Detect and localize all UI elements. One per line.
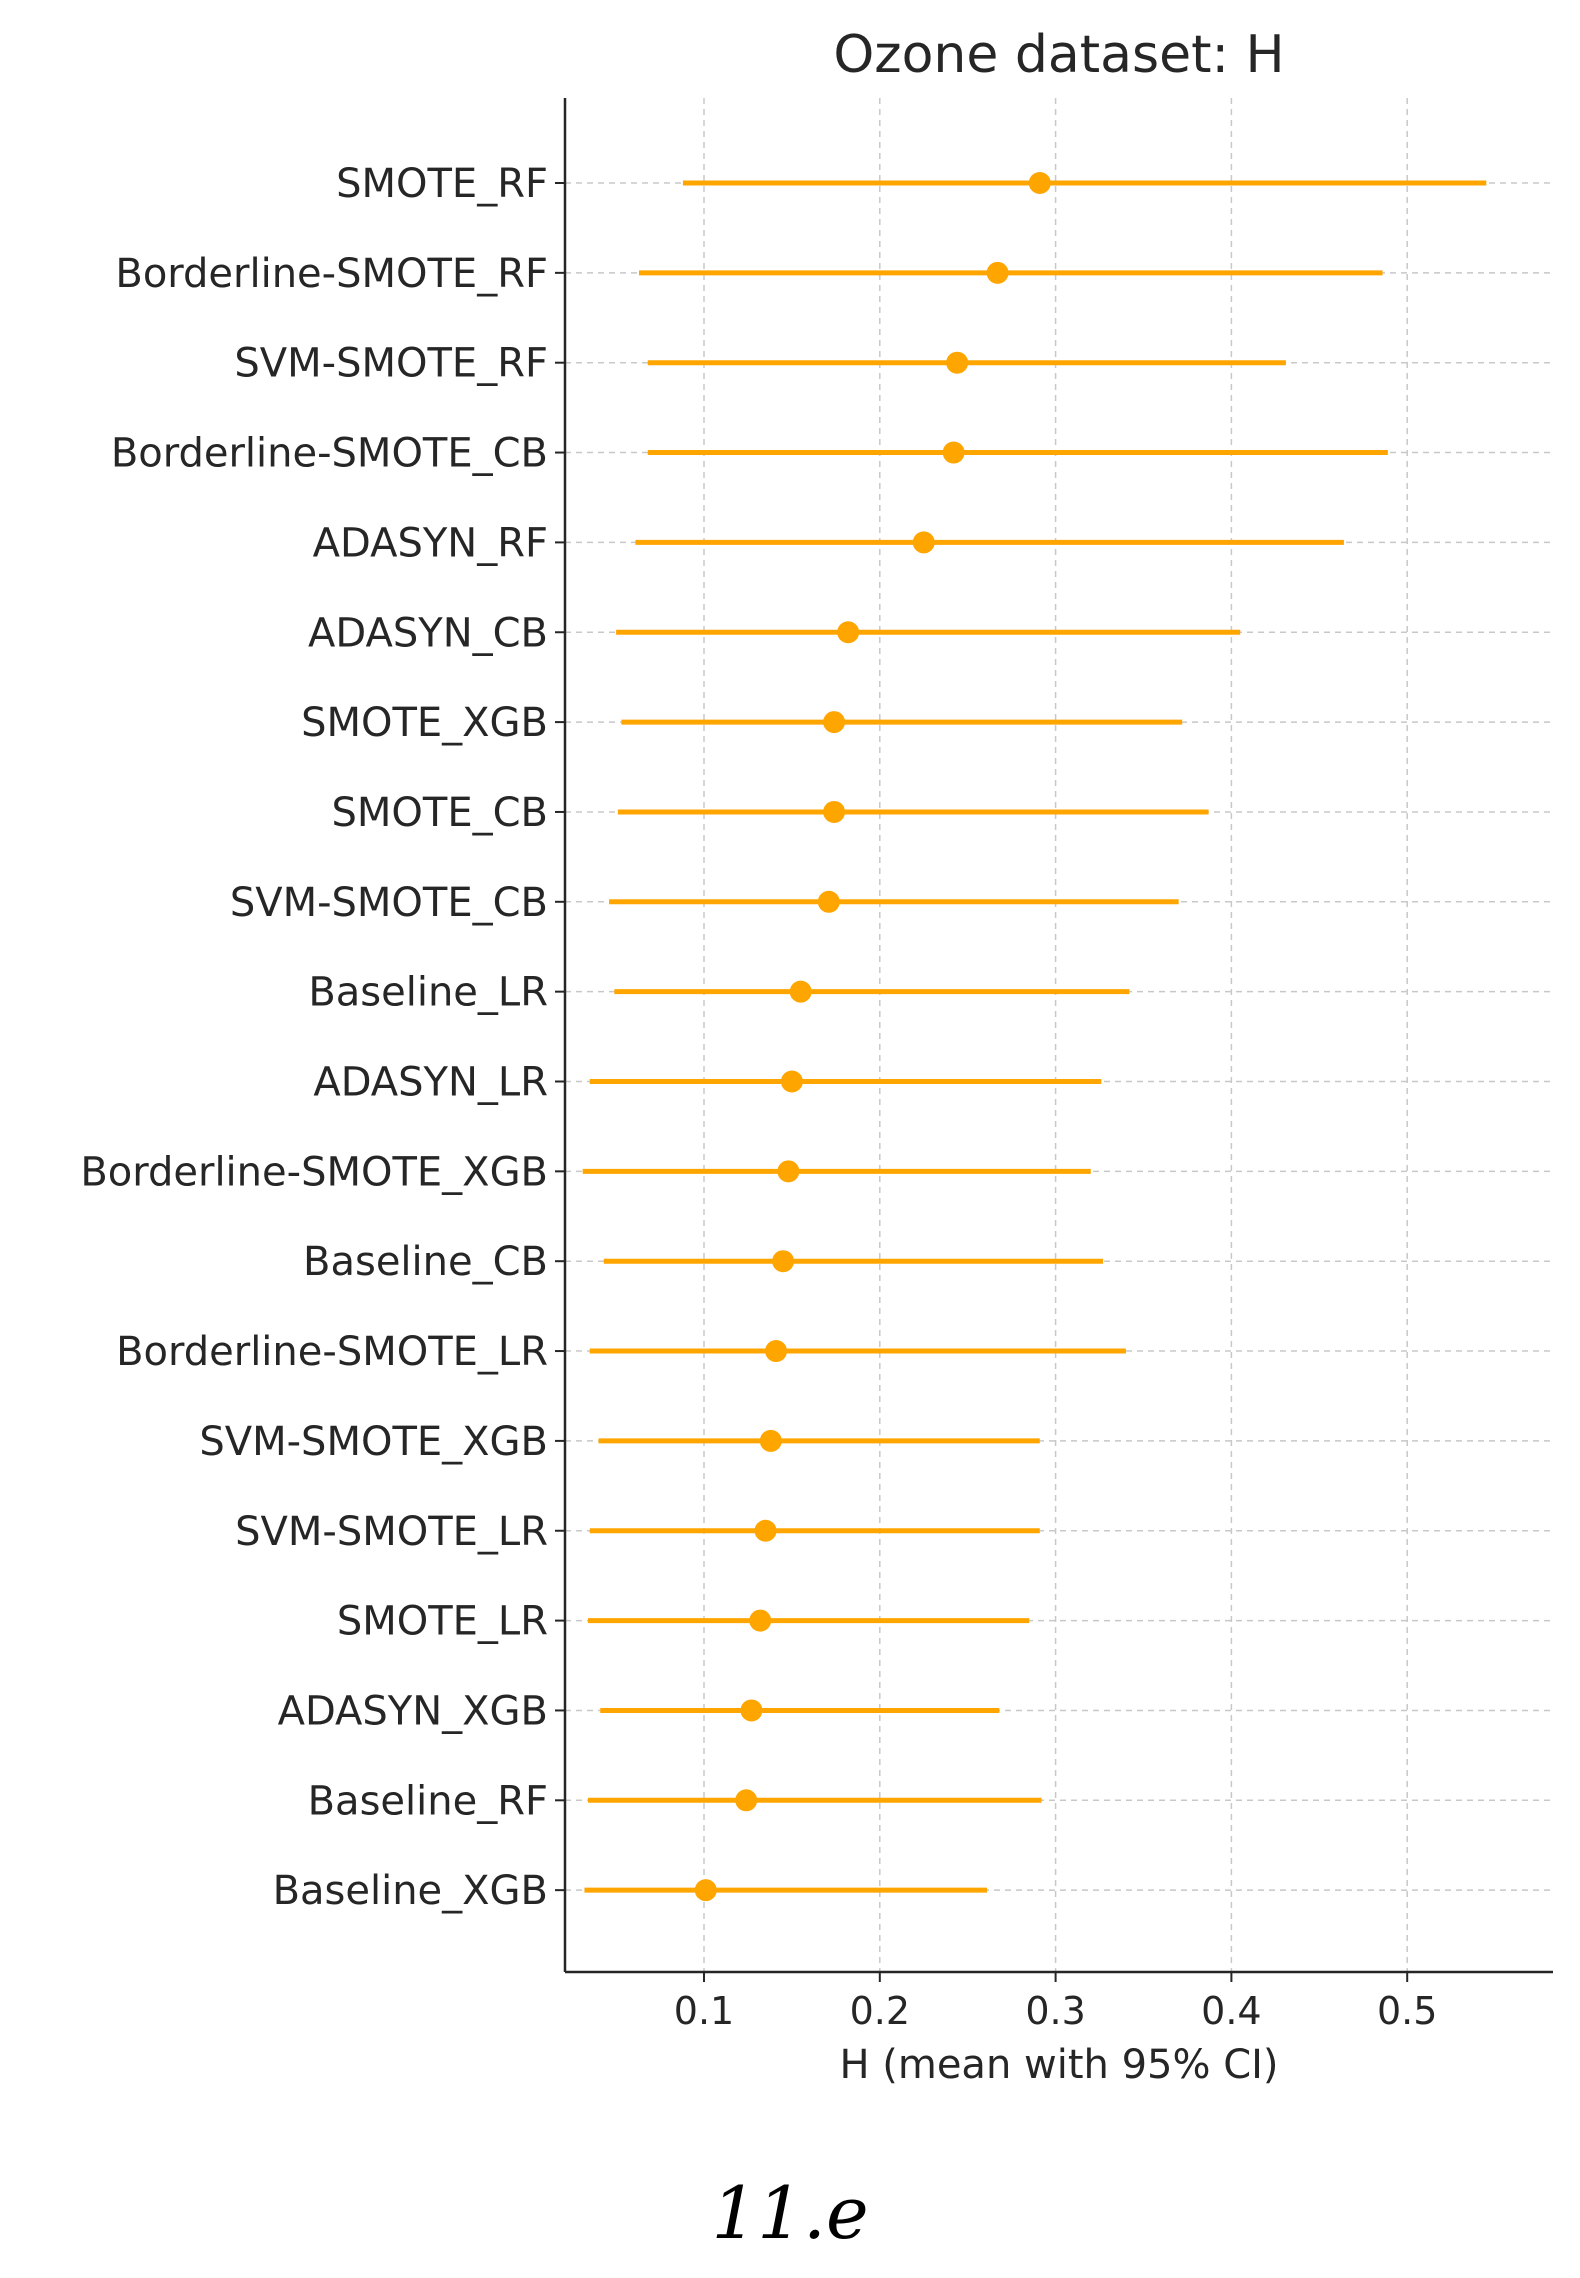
y-tick-label: SVM-SMOTE_LR [235,1509,548,1555]
data-marks [582,172,1487,1902]
chart-title: Ozone dataset: H [833,25,1284,85]
y-tick-label: Baseline_RF [308,1778,548,1824]
y-tick-label: Baseline_CB [303,1239,548,1285]
y-tick-label: ADASYN_CB [308,610,548,656]
y-tick-label: SVM-SMOTE_RF [234,341,548,387]
mean-point [823,711,846,734]
x-tick-label: 0.4 [1201,1989,1261,2033]
figure-caption: 11.e [711,2171,868,2255]
mean-point [740,1699,763,1722]
y-tick-label: SMOTE_LR [337,1599,548,1645]
axes [563,98,1553,1974]
x-axis-ticks: 0.1 0.2 0.3 0.4 0.5 [674,1972,1437,2033]
mean-point [817,890,840,913]
mean-point [759,1429,782,1452]
y-tick-label: SVM-SMOTE_XGB [199,1419,548,1465]
mean-point [837,621,860,644]
mean-point [780,1070,803,1093]
x-tick-label: 0.3 [1025,1989,1085,2033]
y-tick-label: Borderline-SMOTE_RF [115,251,548,297]
grid [565,98,1553,1972]
y-tick-label: SMOTE_CB [332,790,548,836]
y-tick-label: SMOTE_XGB [301,700,548,746]
y-axis-ticks: SMOTE_RF Borderline-SMOTE_RF SVM-SMOTE_RF B… [80,161,565,1914]
mean-point [772,1250,795,1273]
x-tick-label: 0.2 [850,1989,910,2033]
y-tick-label: Borderline-SMOTE_LR [116,1329,548,1375]
mean-point [735,1789,758,1812]
y-tick-label: Baseline_LR [308,970,548,1016]
mean-point [694,1879,717,1902]
y-tick-label: Borderline-SMOTE_CB [111,431,548,477]
mean-point [946,351,969,374]
y-tick-label: ADASYN_XGB [278,1688,548,1734]
mean-point [912,531,935,554]
mean-point [754,1519,777,1542]
y-tick-label: Baseline_XGB [273,1868,548,1914]
y-tick-label: SVM-SMOTE_CB [230,880,548,926]
x-tick-label: 0.1 [674,1989,734,2033]
mean-point [942,441,965,464]
mean-point [765,1340,788,1363]
mean-point [823,800,846,823]
mean-point [986,261,1009,284]
mean-point [1028,172,1051,194]
mean-point [789,980,812,1003]
x-axis-title: H (mean with 95% CI) [839,2042,1278,2088]
y-tick-label: ADASYN_LR [313,1060,548,1106]
y-tick-label: SMOTE_RF [336,161,548,207]
x-tick-label: 0.5 [1377,1989,1437,2033]
mean-point [749,1609,772,1632]
y-tick-label: ADASYN_RF [313,520,548,566]
mean-point [777,1160,800,1183]
y-tick-label: Borderline-SMOTE_XGB [80,1149,548,1195]
